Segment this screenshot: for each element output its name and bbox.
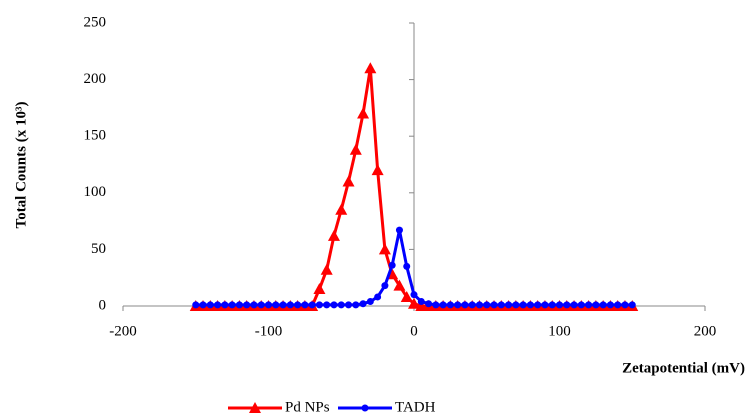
legend-marker <box>249 402 261 413</box>
data-point <box>364 62 377 74</box>
data-point <box>301 301 309 309</box>
data-point <box>505 301 513 309</box>
data-point <box>228 301 236 309</box>
y-tick-label: 250 <box>84 14 107 30</box>
data-point <box>257 301 265 309</box>
data-point <box>359 300 367 308</box>
data-point <box>512 301 520 309</box>
data-point <box>313 283 326 295</box>
data-point <box>599 301 607 309</box>
data-point <box>371 164 384 176</box>
data-point <box>243 301 251 309</box>
data-point <box>425 300 433 308</box>
y-tick-label: 150 <box>84 128 107 144</box>
data-point <box>235 301 243 309</box>
data-point <box>315 301 323 309</box>
y-tick-label: 100 <box>84 184 107 200</box>
data-point <box>349 143 362 155</box>
data-point <box>534 301 542 309</box>
x-tick-label: 100 <box>548 323 571 339</box>
data-point <box>335 203 348 215</box>
data-point <box>327 229 340 241</box>
data-point <box>272 301 280 309</box>
data-point <box>294 301 302 309</box>
data-point <box>214 301 222 309</box>
data-point <box>548 301 556 309</box>
data-point <box>461 301 469 309</box>
data-point <box>374 293 382 301</box>
data-point <box>337 301 345 309</box>
data-point <box>320 263 333 275</box>
data-point <box>446 301 454 309</box>
data-point <box>483 301 491 309</box>
data-point <box>342 175 355 187</box>
data-point <box>400 290 413 302</box>
data-point <box>308 301 316 309</box>
data-point <box>475 301 483 309</box>
data-point <box>403 262 411 270</box>
y-axis-label: Total Counts (x 10³) <box>13 102 29 229</box>
data-point <box>388 261 396 269</box>
data-point <box>614 301 622 309</box>
data-point <box>592 301 600 309</box>
y-tick-label: 200 <box>84 71 107 87</box>
y-tick-label: 0 <box>99 297 107 313</box>
data-point <box>378 243 391 255</box>
data-point <box>330 301 338 309</box>
data-point <box>497 301 505 309</box>
data-point <box>286 301 294 309</box>
data-point <box>468 301 476 309</box>
data-point <box>192 301 200 309</box>
data-point <box>570 301 578 309</box>
data-point <box>323 301 331 309</box>
x-axis-label: Zetapotential (mV) <box>622 360 745 376</box>
x-tick-label: -100 <box>255 323 283 339</box>
data-point <box>563 301 571 309</box>
data-point <box>206 301 214 309</box>
legend-label: Pd NPs <box>285 399 330 415</box>
data-point <box>606 301 614 309</box>
data-point <box>454 301 462 309</box>
data-point <box>519 301 527 309</box>
legend-label: TADH <box>395 399 436 415</box>
data-point <box>439 301 447 309</box>
data-point <box>395 226 403 234</box>
legend-marker <box>361 404 369 412</box>
data-point <box>541 301 549 309</box>
data-point <box>526 301 534 309</box>
data-point <box>628 301 636 309</box>
data-point <box>393 279 406 291</box>
data-point <box>408 297 420 309</box>
data-point <box>556 301 563 309</box>
data-point <box>221 301 229 309</box>
data-point <box>265 301 272 309</box>
data-point <box>381 282 389 290</box>
data-point <box>577 301 585 309</box>
data-point <box>250 301 258 309</box>
y-tick-label: 50 <box>91 241 106 257</box>
data-point <box>199 301 207 309</box>
x-tick-label: 200 <box>694 323 717 339</box>
data-point <box>352 301 360 309</box>
data-point <box>366 297 374 305</box>
x-tick-label: -200 <box>109 323 137 339</box>
data-point <box>432 301 440 309</box>
data-point <box>345 301 353 309</box>
data-point <box>621 301 629 309</box>
data-point <box>357 107 370 119</box>
data-point <box>490 301 498 309</box>
data-point <box>585 301 593 309</box>
data-point <box>410 291 418 299</box>
data-point <box>279 301 287 309</box>
x-tick-label: 0 <box>410 323 418 339</box>
data-point <box>417 297 425 305</box>
